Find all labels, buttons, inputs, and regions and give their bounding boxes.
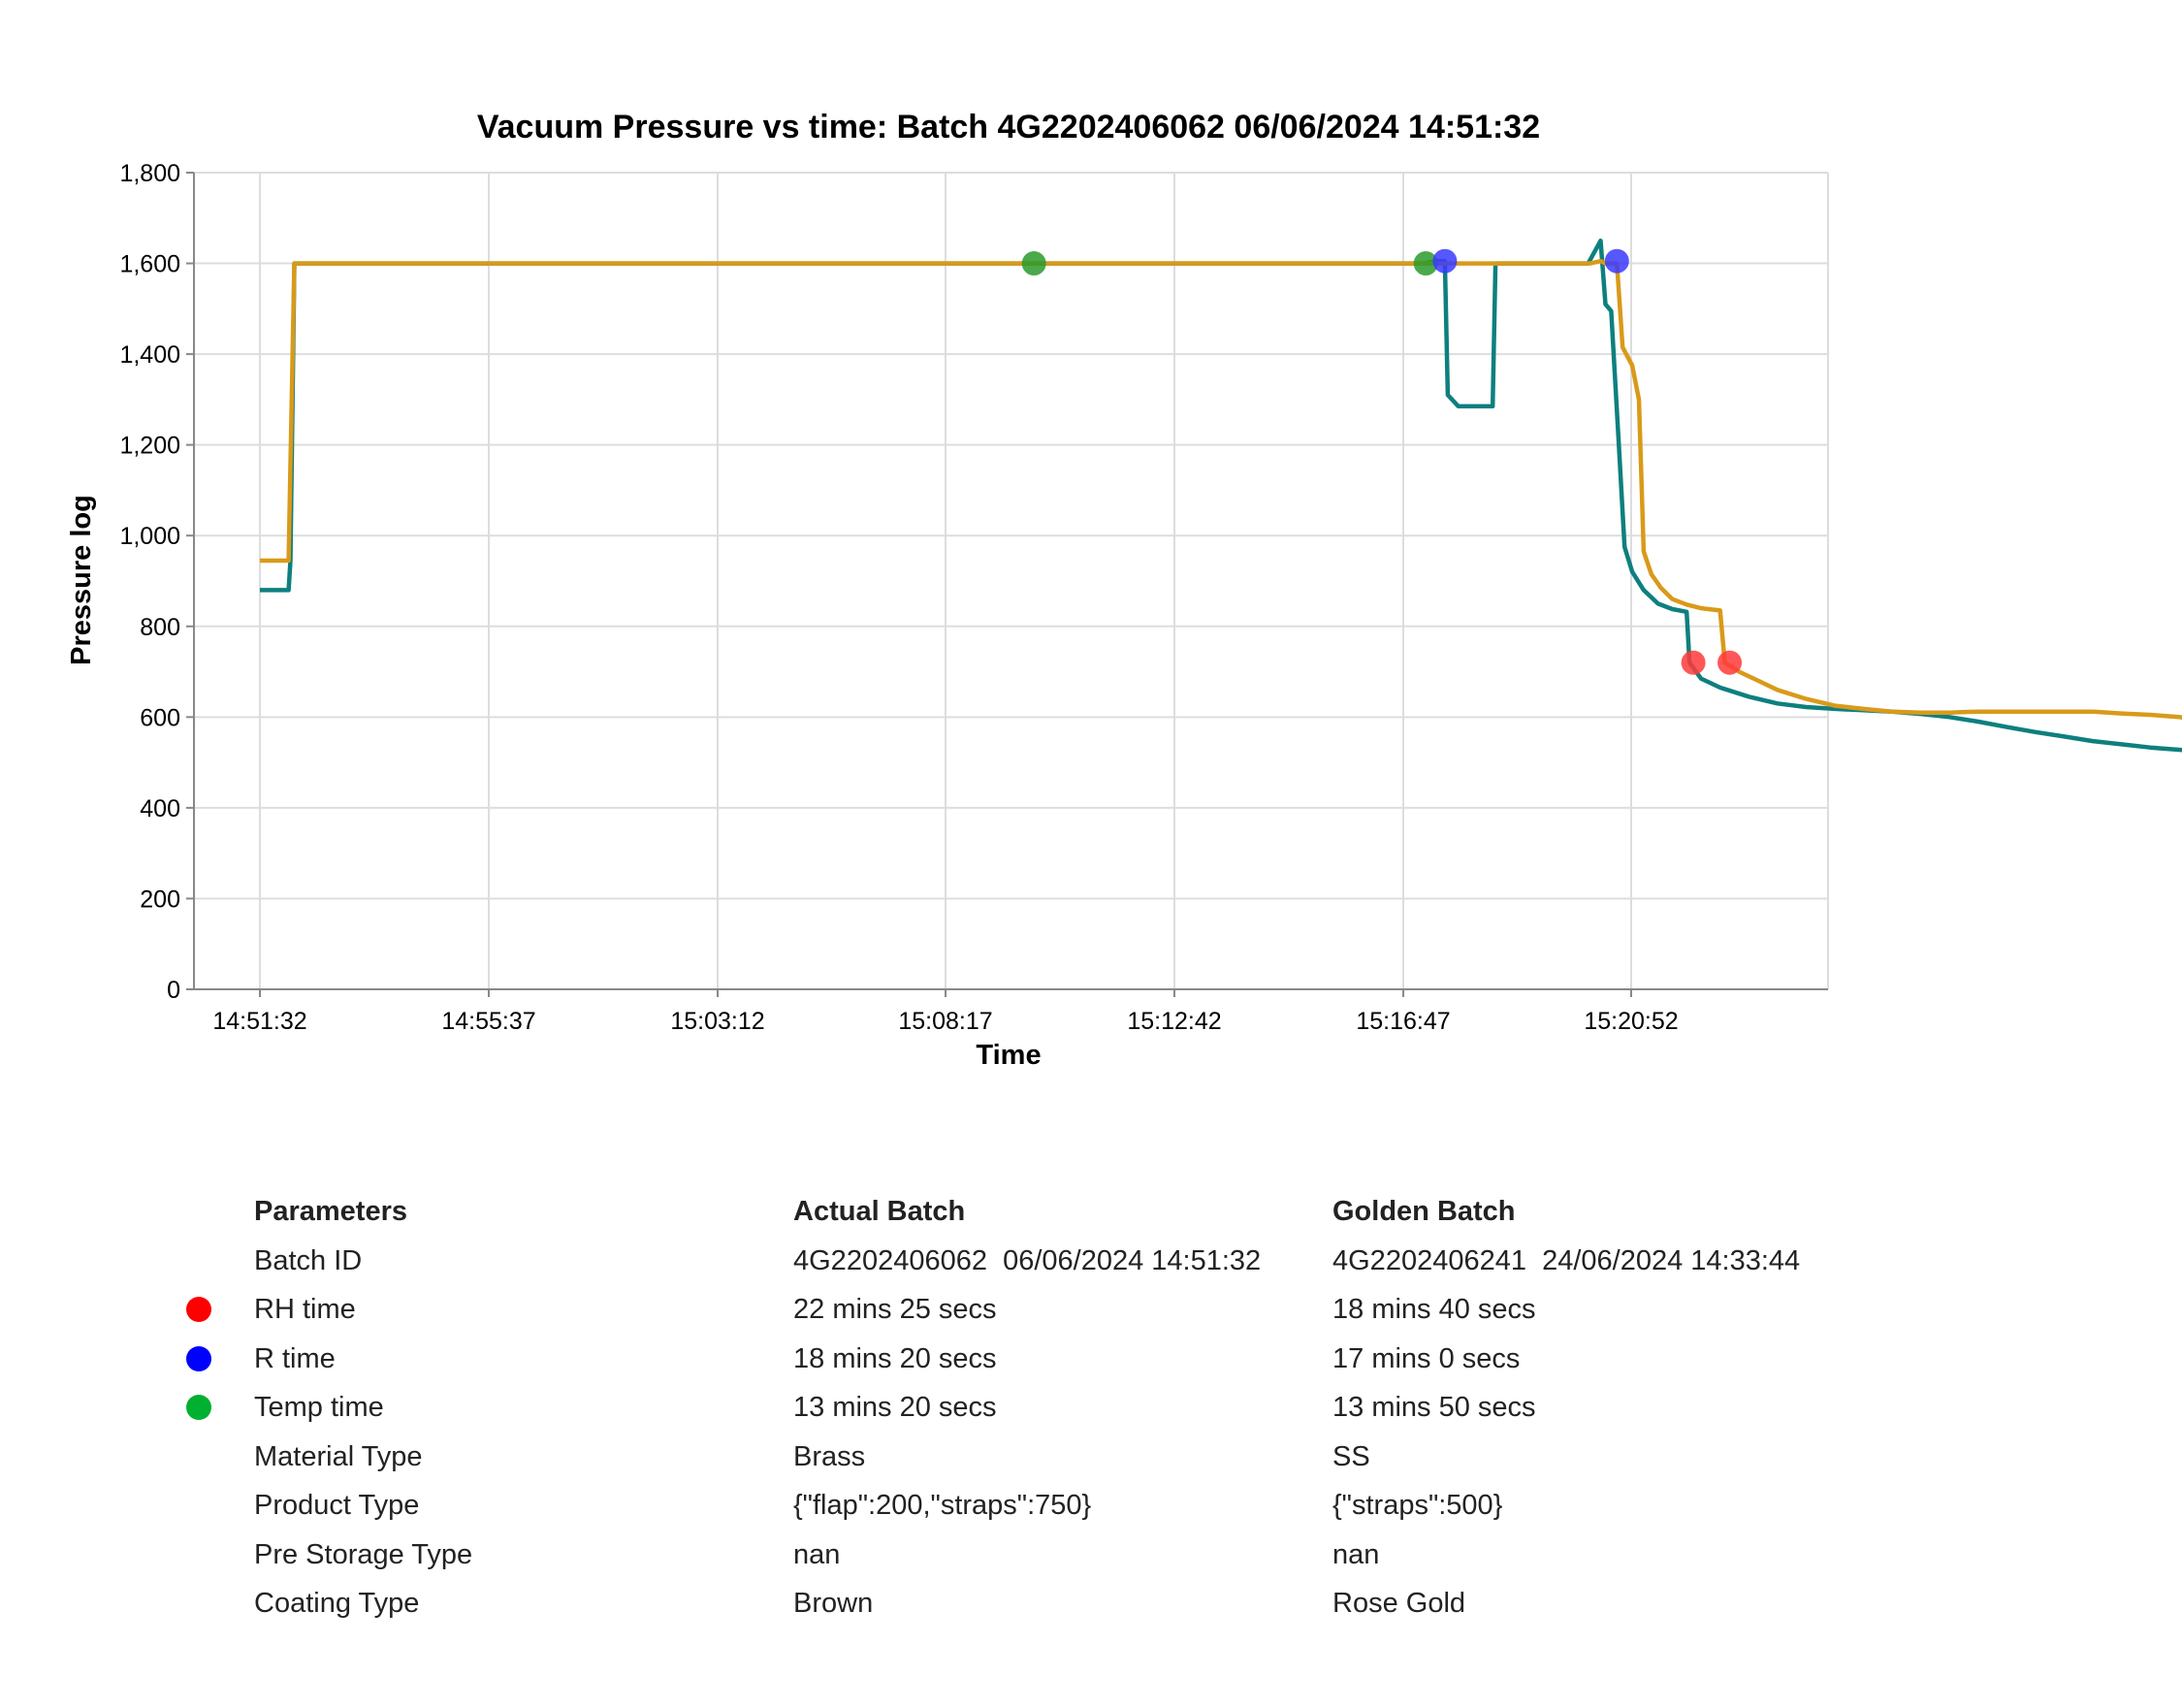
table-header: Golden Batch bbox=[1332, 1196, 1516, 1227]
table-row-label: R time bbox=[254, 1342, 336, 1374]
event-markers bbox=[1021, 248, 1743, 675]
event-marker bbox=[1021, 251, 1046, 276]
table-cell-actual: 18 mins 20 secs bbox=[793, 1342, 997, 1374]
table-cell-golden: 18 mins 40 secs bbox=[1332, 1294, 1536, 1325]
y-tick-label: 400 bbox=[140, 795, 180, 822]
axes: 0 200 400 600 800 1,000 1,200 1,400 1,600 1,800 14… bbox=[119, 160, 1828, 1035]
event-marker bbox=[1413, 251, 1438, 276]
y-tick-label: 600 bbox=[140, 704, 180, 731]
pressure-chart: Vacuum Pressure vs time: Batch 4G2202406… bbox=[66, 109, 2182, 1071]
table-row-label: Temp time bbox=[254, 1392, 384, 1423]
table-row-label: Pre Storage Type bbox=[254, 1538, 473, 1570]
table-row-label: Product Type bbox=[254, 1490, 420, 1521]
y-tick-label: 1,800 bbox=[119, 160, 180, 187]
chart-title: Vacuum Pressure vs time: Batch 4G2202406… bbox=[477, 109, 1540, 145]
grid bbox=[194, 172, 1829, 990]
y-tick-label: 0 bbox=[167, 977, 180, 1004]
table-cell-golden: Rose Gold bbox=[1332, 1588, 1466, 1619]
table-cell-golden: SS bbox=[1332, 1440, 1370, 1472]
y-axis-title: Pressure log bbox=[66, 495, 97, 665]
y-tick-label: 1,200 bbox=[119, 433, 180, 460]
x-tick-label: 15:03:12 bbox=[670, 1008, 764, 1035]
table-row-label: Material Type bbox=[254, 1440, 423, 1472]
table-row-label: RH time bbox=[254, 1294, 356, 1325]
event-marker bbox=[1717, 650, 1743, 675]
table-cell-actual: nan bbox=[793, 1538, 841, 1570]
table-cell-golden: 4G2202406241 24/06/2024 14:33:44 bbox=[1332, 1244, 1801, 1276]
series-lines bbox=[260, 238, 2182, 753]
table-cell-actual: Brass bbox=[793, 1440, 866, 1472]
table-row-label: Batch ID bbox=[254, 1244, 363, 1276]
table-cell-actual: 13 mins 20 secs bbox=[793, 1392, 997, 1423]
x-axis-title: Time bbox=[976, 1040, 1041, 1071]
table-header: Actual Batch bbox=[793, 1196, 966, 1227]
legend-dot bbox=[186, 1395, 211, 1420]
x-tick-label: 15:20:52 bbox=[1584, 1008, 1678, 1035]
table-header: Parameters bbox=[254, 1196, 407, 1227]
table-row-label: Coating Type bbox=[254, 1588, 420, 1619]
legend-dot bbox=[186, 1345, 211, 1371]
y-tick-label: 200 bbox=[140, 886, 180, 913]
series-line-1 bbox=[260, 258, 2182, 720]
event-marker bbox=[1681, 650, 1706, 675]
x-tick-label: 15:08:17 bbox=[898, 1008, 992, 1035]
table-cell-actual: 22 mins 25 secs bbox=[793, 1294, 997, 1325]
table-cell-actual: 4G2202406062 06/06/2024 14:51:32 bbox=[793, 1244, 1262, 1276]
y-tick-label: 1,400 bbox=[119, 341, 180, 369]
table-cell-golden: 17 mins 0 secs bbox=[1332, 1342, 1521, 1374]
legend-dot bbox=[186, 1297, 211, 1322]
table-cell-actual: {"flap":200,"straps":750} bbox=[793, 1490, 1092, 1521]
x-tick-label: 14:51:32 bbox=[212, 1008, 306, 1035]
y-tick-label: 1,600 bbox=[119, 251, 180, 278]
table-cell-golden: {"straps":500} bbox=[1332, 1490, 1503, 1521]
y-tick-label: 1,000 bbox=[119, 523, 180, 550]
table-cell-golden: nan bbox=[1332, 1538, 1380, 1570]
table-cell-actual: Brown bbox=[793, 1588, 874, 1619]
series-line-0 bbox=[260, 238, 2182, 753]
event-marker bbox=[1604, 248, 1629, 274]
event-marker bbox=[1432, 248, 1458, 274]
x-tick-label: 15:16:47 bbox=[1356, 1008, 1450, 1035]
table-cell-golden: 13 mins 50 secs bbox=[1332, 1392, 1536, 1423]
y-tick-label: 800 bbox=[140, 614, 180, 641]
x-tick-label: 15:12:42 bbox=[1127, 1008, 1221, 1035]
x-tick-label: 14:55:37 bbox=[441, 1008, 535, 1035]
